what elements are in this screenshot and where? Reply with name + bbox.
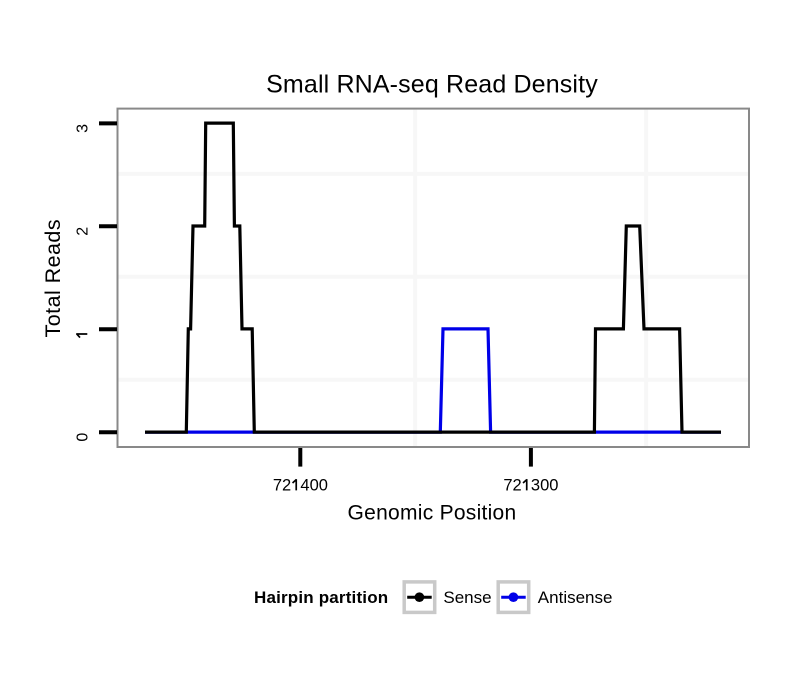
svg-text:Antisense: Antisense (538, 588, 613, 607)
svg-text:Hairpin partition: Hairpin partition (254, 588, 388, 607)
svg-text:Small RNA-seq Read Density: Small RNA-seq Read Density (266, 71, 598, 99)
svg-text:0: 0 (549, 476, 558, 494)
svg-text:0: 0 (74, 433, 91, 442)
svg-text:7: 7 (503, 476, 512, 494)
svg-text:3: 3 (531, 476, 540, 494)
svg-text:Sense: Sense (443, 588, 491, 607)
svg-text:2: 2 (282, 476, 291, 494)
svg-text:4: 4 (300, 476, 309, 494)
svg-text:2: 2 (74, 227, 91, 236)
svg-text:0: 0 (310, 476, 319, 494)
svg-text:2: 2 (513, 476, 522, 494)
svg-text:Total Reads: Total Reads (41, 219, 65, 338)
svg-text:Genomic Position: Genomic Position (348, 501, 517, 524)
svg-text:0: 0 (319, 476, 328, 494)
svg-text:0: 0 (540, 476, 549, 494)
svg-text:3: 3 (74, 124, 91, 133)
svg-text:7: 7 (273, 476, 282, 494)
